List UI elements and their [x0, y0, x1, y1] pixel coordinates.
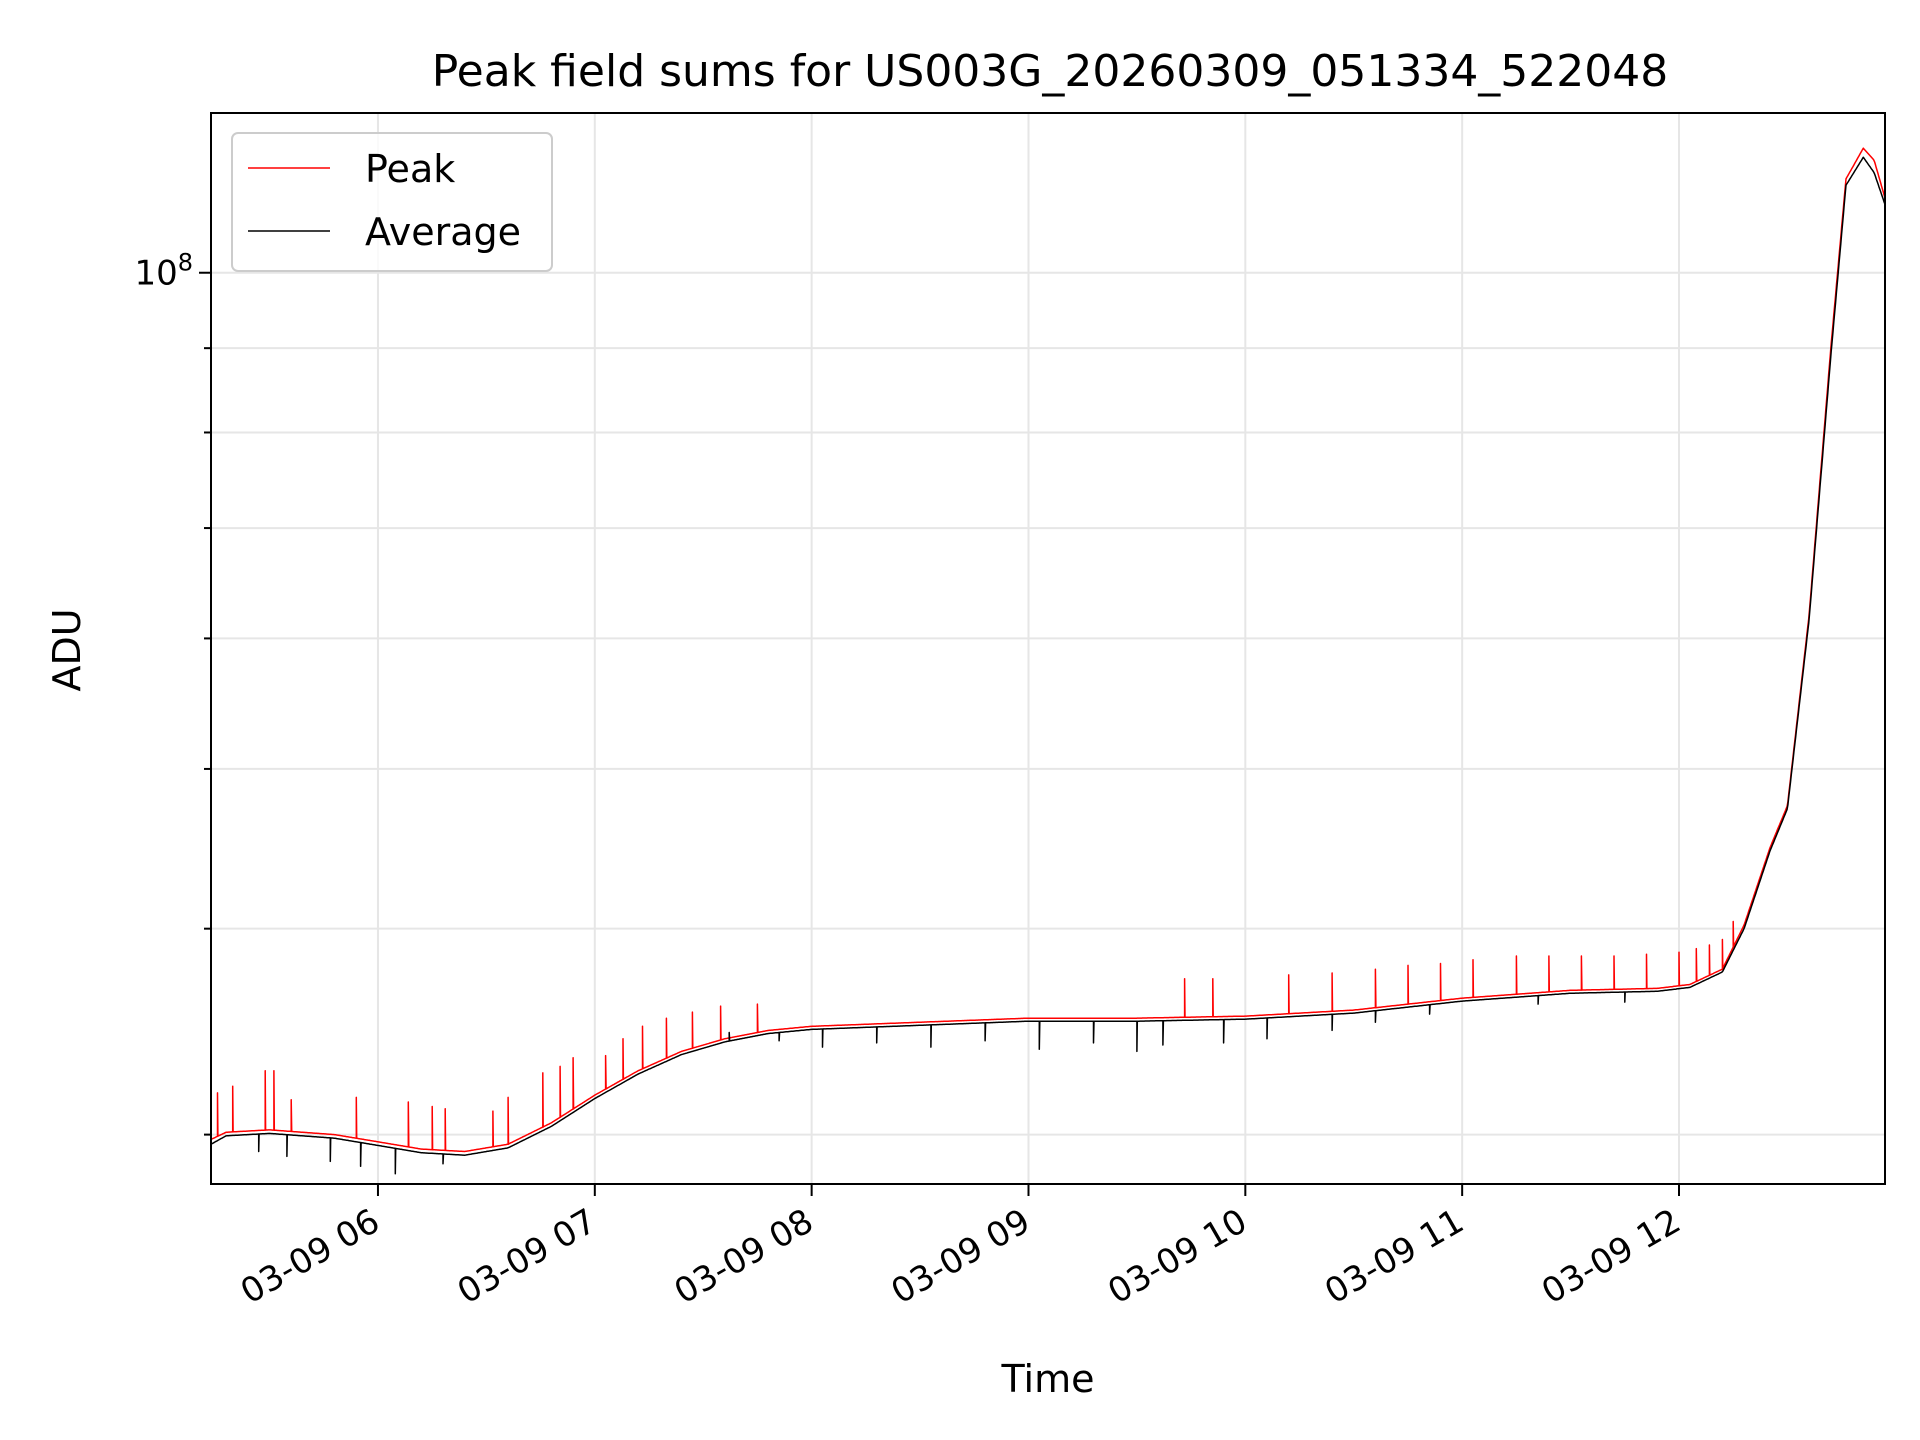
x-tick-label: 03-09 12: [1535, 1201, 1687, 1312]
legend-label-peak: Peak: [365, 147, 455, 191]
x-tick-label: 03-09 09: [885, 1201, 1037, 1312]
x-tick-label: 03-09 11: [1318, 1201, 1470, 1312]
y-axis-label: ADU: [45, 608, 89, 691]
x-axis-label: Time: [1001, 1357, 1095, 1401]
series-line-average: [211, 156, 1885, 1175]
x-tick-label: 03-09 10: [1101, 1201, 1253, 1312]
x-tick-label: 03-09 07: [451, 1201, 603, 1312]
x-tick-label: 03-09 08: [668, 1201, 820, 1312]
plot-frame: [210, 112, 1886, 1185]
y-axis: 108: [134, 249, 211, 1136]
x-tick-label: 03-09 06: [234, 1201, 386, 1312]
grid: [211, 113, 1885, 1184]
legend-label-average: Average: [365, 210, 521, 254]
y-tick-exponent: 8: [178, 249, 193, 277]
y-tick-label: 108: [134, 249, 193, 294]
series-line-peak: [211, 147, 1885, 1153]
series-group: [211, 147, 1885, 1175]
plot-area: [211, 147, 1885, 1175]
chart-title: Peak field sums for US003G_20260309_0513…: [432, 46, 1669, 97]
x-axis: 03-09 06 03-09 07 03-09 08 03-09 09 03-09 10…: [234, 1184, 1688, 1312]
legend: Peak Average: [231, 132, 553, 272]
y-tick-base: 10: [134, 254, 177, 294]
